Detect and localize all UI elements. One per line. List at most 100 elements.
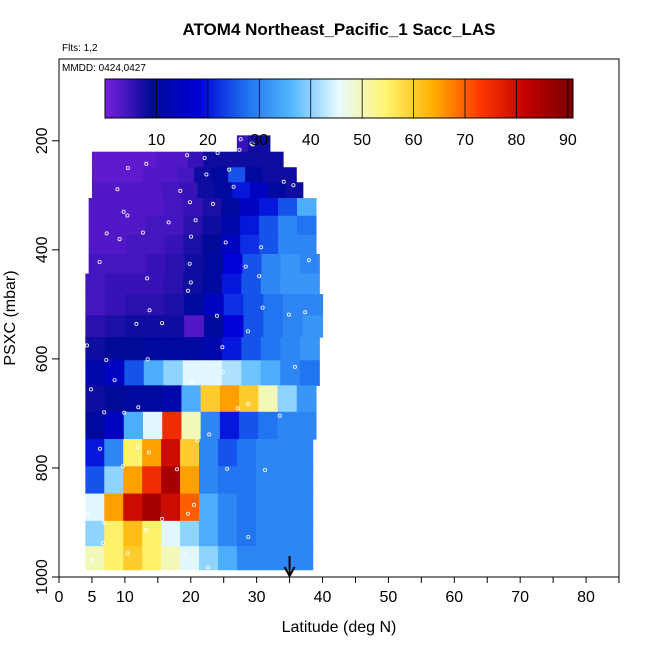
heat-cell bbox=[259, 234, 279, 255]
sample-point bbox=[90, 558, 95, 563]
heat-cell bbox=[124, 294, 146, 316]
sample-point bbox=[262, 467, 267, 472]
heat-cell bbox=[203, 294, 225, 316]
heat-cell bbox=[277, 411, 298, 440]
heat-cell bbox=[293, 466, 314, 495]
heat-cell bbox=[235, 151, 252, 168]
heat-cell bbox=[123, 411, 144, 440]
sample-point bbox=[249, 141, 254, 146]
heat-cell bbox=[182, 337, 203, 361]
y-axis: 200 400 600 800 1000 bbox=[34, 127, 59, 595]
heat-cell bbox=[277, 385, 298, 413]
sample-point bbox=[260, 305, 265, 310]
heat-cell bbox=[258, 411, 279, 440]
heat-cell bbox=[267, 182, 286, 199]
heat-cell bbox=[199, 520, 219, 547]
sample-point bbox=[223, 240, 228, 245]
heat-cell bbox=[162, 385, 183, 413]
heat-cell bbox=[144, 294, 166, 316]
heat-cell bbox=[142, 439, 162, 467]
heat-cell bbox=[297, 198, 317, 217]
heat-cell bbox=[184, 315, 205, 338]
heat-cell bbox=[302, 315, 324, 338]
heat-cell bbox=[214, 182, 234, 199]
heat-cell bbox=[202, 273, 223, 295]
heat-cell bbox=[104, 520, 124, 547]
sample-point bbox=[100, 541, 105, 546]
sample-point bbox=[160, 516, 165, 521]
heat-cell bbox=[183, 215, 203, 236]
heat-cell bbox=[85, 294, 106, 316]
heat-cell bbox=[107, 253, 128, 275]
heat-cell bbox=[142, 520, 162, 547]
heat-cell bbox=[108, 167, 127, 183]
heat-cell bbox=[241, 360, 262, 386]
heat-cell bbox=[236, 546, 257, 571]
colorbar: 10 20 30 40 50 60 70 80 90 bbox=[104, 78, 577, 149]
heat-cell bbox=[280, 253, 301, 275]
heat-cell bbox=[88, 253, 109, 275]
heat-cell bbox=[161, 546, 181, 571]
sample-point bbox=[160, 321, 165, 326]
heat-cell bbox=[143, 411, 163, 440]
heat-cell bbox=[203, 151, 220, 168]
heat-cell bbox=[104, 360, 125, 386]
sample-point bbox=[97, 446, 102, 451]
sample-point bbox=[237, 147, 242, 152]
heat-cell bbox=[145, 234, 166, 255]
heat-cell bbox=[160, 167, 178, 183]
colorbar-tick-label: 70 bbox=[456, 132, 474, 149]
heat-cell bbox=[259, 215, 279, 236]
sample-point bbox=[85, 343, 90, 348]
colorbar-tick-label: 40 bbox=[302, 132, 320, 149]
x-tick-label: 0 bbox=[55, 589, 64, 606]
heat-cell bbox=[236, 439, 257, 467]
heat-cell bbox=[219, 151, 236, 168]
colorbar-tick-label: 30 bbox=[250, 132, 268, 149]
heat-cell bbox=[143, 167, 161, 183]
heat-cell bbox=[302, 294, 324, 316]
sample-point bbox=[191, 502, 196, 507]
sample-point bbox=[112, 378, 117, 383]
heat-cell bbox=[299, 273, 320, 295]
heat-cell bbox=[245, 167, 263, 183]
heat-cell bbox=[221, 360, 242, 386]
heat-cell bbox=[243, 294, 264, 316]
colorbar-gradient bbox=[104, 78, 574, 119]
colorbar-tick-label: 50 bbox=[353, 132, 371, 149]
heat-cell bbox=[181, 385, 202, 413]
heat-cell bbox=[255, 439, 276, 467]
sample-point bbox=[85, 512, 90, 517]
sample-point bbox=[243, 264, 248, 269]
sample-point bbox=[104, 231, 109, 236]
sample-point bbox=[144, 161, 149, 166]
sample-point bbox=[125, 213, 130, 218]
heat-cell bbox=[293, 546, 314, 571]
heat-cell bbox=[142, 493, 162, 522]
heat-cell bbox=[200, 411, 221, 440]
heat-cell bbox=[182, 273, 203, 295]
heat-cell bbox=[260, 337, 281, 361]
heat-cell bbox=[202, 234, 222, 255]
heat-cell bbox=[219, 385, 240, 413]
heat-cell bbox=[274, 466, 295, 495]
sample-point bbox=[190, 380, 195, 385]
heat-cell bbox=[164, 198, 184, 217]
heat-cell bbox=[180, 520, 200, 547]
heat-cell bbox=[126, 198, 147, 217]
heat-cell bbox=[217, 546, 238, 571]
heat-cell bbox=[297, 234, 317, 255]
heat-cell bbox=[232, 182, 251, 199]
sample-point bbox=[215, 150, 220, 155]
heat-cell bbox=[124, 315, 146, 338]
heat-cell bbox=[88, 234, 109, 255]
heat-cell bbox=[85, 439, 105, 467]
heat-cell bbox=[161, 493, 181, 522]
colorbar-tick-label: 80 bbox=[508, 132, 526, 149]
heat-cell bbox=[145, 215, 166, 236]
heat-cell bbox=[187, 151, 204, 168]
heat-cell bbox=[283, 315, 304, 338]
heat-cell bbox=[217, 466, 238, 495]
sample-points-layer bbox=[85, 137, 311, 570]
